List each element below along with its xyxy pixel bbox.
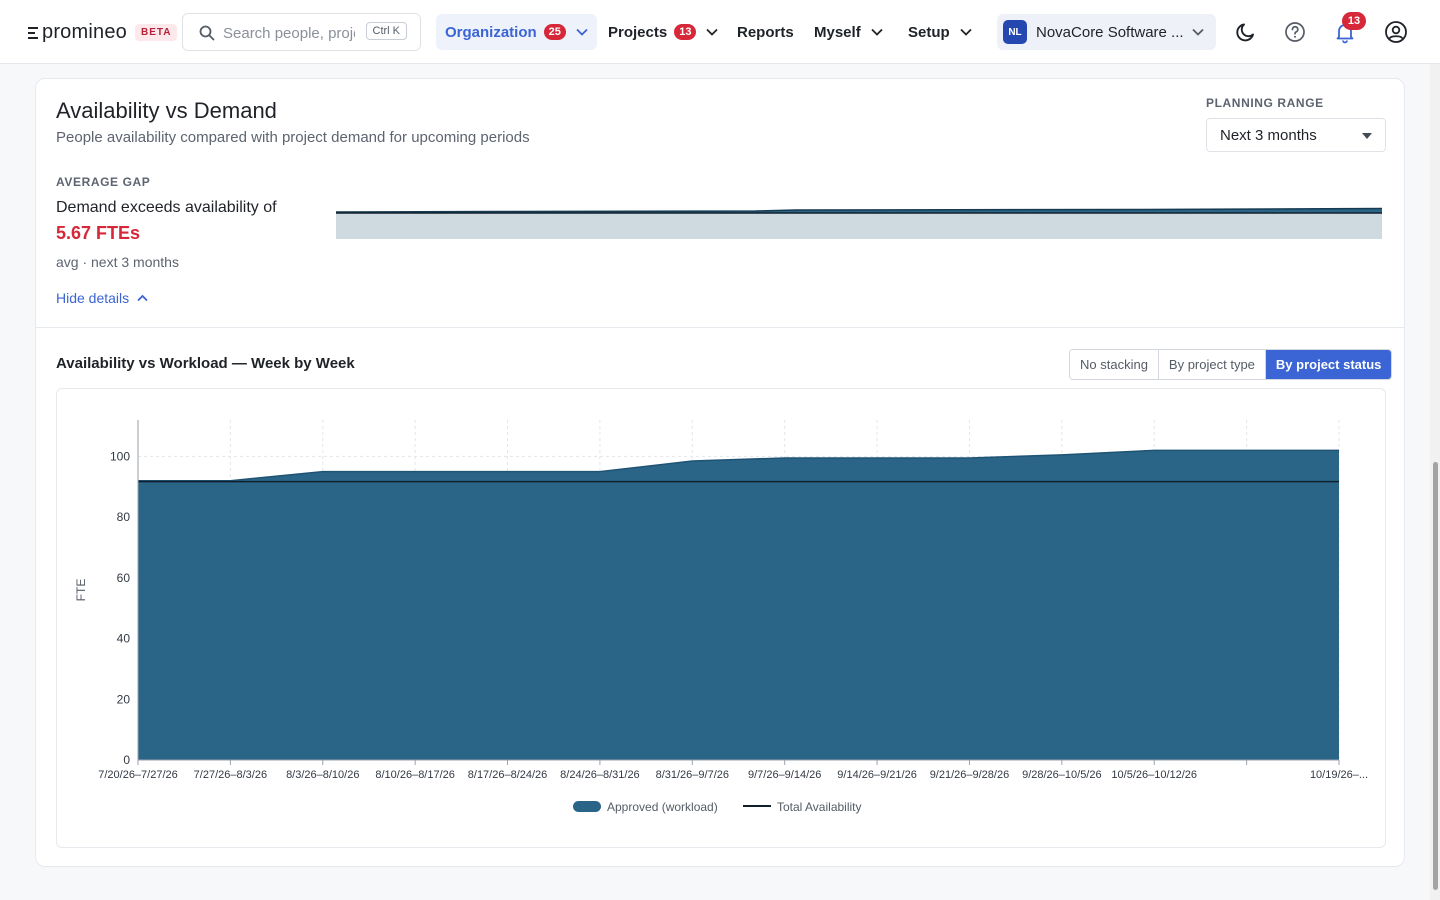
x-tick-label: 8/24/26–8/31/26 xyxy=(560,769,640,781)
logo-mark-icon xyxy=(28,24,40,40)
stacking-toggle-group: No stacking By project type By project s… xyxy=(1069,349,1393,380)
nav-setup-label: Setup xyxy=(908,23,950,41)
planning-range-label: PLANNING RANGE xyxy=(1206,96,1324,110)
planning-range-select[interactable]: Next 3 months xyxy=(1206,118,1386,152)
hide-details-toggle[interactable]: Hide details xyxy=(56,290,148,306)
x-tick-label: 8/31/26–9/7/26 xyxy=(656,769,729,781)
legend-label-approved-workload: Approved (workload) xyxy=(607,800,718,814)
y-tick-label: 0 xyxy=(123,753,130,767)
x-tick-label: 9/28/26–10/5/26 xyxy=(1022,769,1102,781)
y-tick-label: 40 xyxy=(117,632,131,646)
org-avatar: NL xyxy=(1003,20,1027,44)
chart-legend: Approved (workload) Total Availability xyxy=(573,800,862,814)
y-tick-label: 80 xyxy=(117,510,131,524)
x-tick-label: 7/20/26–7/27/26 xyxy=(98,769,178,781)
average-gap-text: Demand exceeds availability of xyxy=(56,199,277,216)
x-tick-label: 7/27/26–8/3/26 xyxy=(194,769,267,781)
nav-setup[interactable]: Setup xyxy=(899,14,981,50)
card-subtitle: People availability compared with projec… xyxy=(56,129,530,146)
average-gap-value: 5.67 FTEs xyxy=(56,223,141,243)
x-tick-label: 8/17/26–8/24/26 xyxy=(468,769,548,781)
y-tick-label: 60 xyxy=(117,571,131,585)
weekly-chart-container: 0 20 40 60 80 100 7/20/26–7/27/26 7/27/26–8/3/2… xyxy=(56,388,1386,848)
hide-details-label: Hide details xyxy=(56,290,130,306)
x-tick-label: 9/7/26–9/14/26 xyxy=(748,769,821,781)
chevron-down-icon xyxy=(871,28,883,36)
y-tick-label: 20 xyxy=(117,692,131,706)
x-tick-label: 8/10/26–8/17/26 xyxy=(375,769,455,781)
org-name: NovaCore Software ... xyxy=(1036,23,1184,41)
notification-count-badge: 13 xyxy=(1342,12,1366,30)
help-circle-icon[interactable] xyxy=(1283,20,1307,44)
nav-projects-label: Projects xyxy=(608,23,668,41)
stacking-option-project-type[interactable]: By project type xyxy=(1158,350,1266,379)
availability-workload-chart: 0 20 40 60 80 100 7/20/26–7/27/26 7/27/26–8/3/2… xyxy=(74,420,1368,814)
x-tick-label: 10/19/26–... xyxy=(1310,769,1368,781)
beta-badge: BETA xyxy=(134,23,178,41)
average-gap-note: avg · next 3 months xyxy=(56,254,179,270)
y-tick-label: 100 xyxy=(110,449,130,463)
availability-demand-card: Availability vs Demand People availabili… xyxy=(35,78,1405,867)
chevron-down-icon xyxy=(576,28,588,36)
stacking-option-none[interactable]: No stacking xyxy=(1070,350,1159,379)
average-gap-label: AVERAGE GAP xyxy=(56,175,151,189)
chart-labels: 0 20 40 60 80 100 7/20/26–7/27/26 7/27/26–8/3/2… xyxy=(74,449,1368,781)
search-input[interactable] xyxy=(223,22,355,44)
nav-organization[interactable]: Organization 25 xyxy=(436,14,597,50)
x-tick-label: 9/14/26–9/21/26 xyxy=(837,769,917,781)
user-circle-icon[interactable] xyxy=(1384,20,1408,44)
series-area-approved-workload xyxy=(138,450,1339,760)
series-line-approved-workload-edge xyxy=(138,449,1339,482)
chart-axes xyxy=(137,420,1340,765)
nav-reports-label: Reports xyxy=(737,23,794,41)
legend-label-total-availability: Total Availability xyxy=(777,800,862,814)
x-tick-label: 8/3/26–8/10/26 xyxy=(286,769,359,781)
logo-text: promineo xyxy=(42,21,127,43)
top-navigation-bar: promineo BETA Ctrl K Organization 25 Pro… xyxy=(0,0,1440,64)
chart-series-area xyxy=(138,449,1339,760)
organization-switcher[interactable]: NL NovaCore Software ... xyxy=(997,14,1216,50)
chevron-down-icon xyxy=(960,28,972,36)
chevron-up-icon xyxy=(137,294,148,302)
search-shortcut-hint: Ctrl K xyxy=(365,22,407,40)
card-title: Availability vs Demand xyxy=(56,98,277,123)
planning-range-value: Next 3 months xyxy=(1220,126,1317,144)
global-search[interactable]: Ctrl K xyxy=(182,13,421,51)
gap-sparkline xyxy=(336,207,1382,239)
caret-down-icon xyxy=(1362,133,1372,139)
nav-organization-label: Organization xyxy=(445,23,537,41)
sparkline-workload-line xyxy=(336,207,1382,213)
chevron-down-icon xyxy=(1192,28,1204,36)
page-scrollbar-thumb[interactable] xyxy=(1433,462,1438,890)
nav-reports[interactable]: Reports xyxy=(728,14,803,50)
section-divider xyxy=(36,327,1404,328)
x-tick-label: 10/5/26–10/12/26 xyxy=(1111,769,1197,781)
stacking-option-project-status[interactable]: By project status xyxy=(1265,350,1392,379)
nav-projects[interactable]: Projects 13 xyxy=(599,14,727,50)
nav-myself[interactable]: Myself xyxy=(805,14,892,50)
search-icon xyxy=(199,25,215,41)
y-axis-label: FTE xyxy=(74,579,88,602)
moon-icon[interactable] xyxy=(1234,20,1258,44)
app-logo[interactable]: promineo BETA xyxy=(28,21,178,43)
sparkline-availability-band xyxy=(336,213,1382,239)
x-tick-label: 9/21/26–9/28/26 xyxy=(930,769,1010,781)
chevron-down-icon xyxy=(706,28,719,36)
nav-myself-label: Myself xyxy=(814,23,861,41)
nav-organization-badge: 25 xyxy=(543,24,566,40)
weekly-chart-title: Availability vs Workload — Week by Week xyxy=(56,355,355,372)
legend-swatch-approved-workload xyxy=(573,801,601,812)
nav-projects-badge: 13 xyxy=(674,24,697,40)
